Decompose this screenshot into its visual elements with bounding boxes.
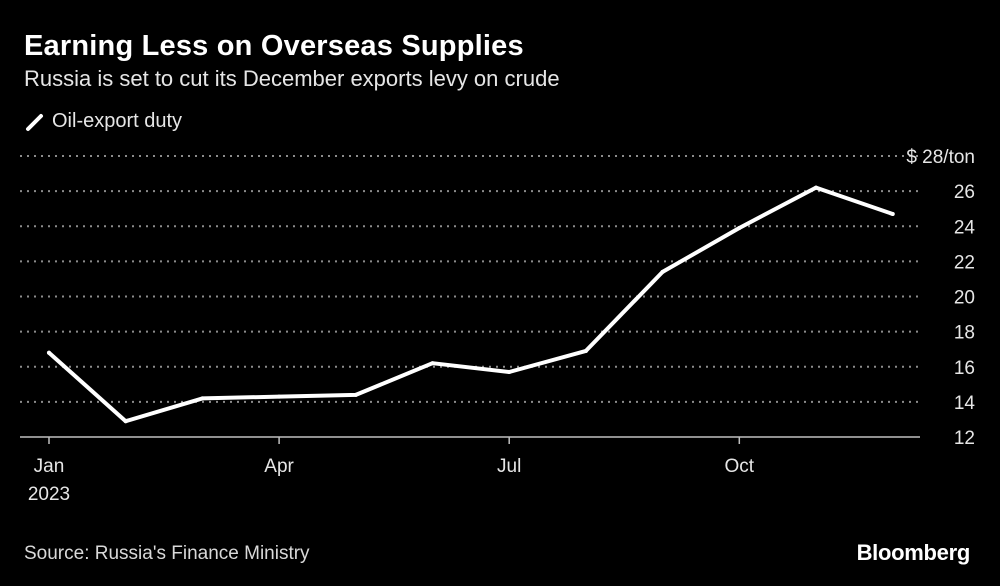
legend-line-icon (26, 113, 43, 131)
legend: Oil-export duty (24, 110, 182, 133)
y-tick-label-22: 22 (954, 252, 975, 273)
y-tick-label-14: 14 (954, 393, 976, 414)
data-point-aug (583, 348, 588, 353)
data-point-may (353, 392, 358, 397)
y-tick-label-18: 18 (954, 323, 975, 344)
y-tick-label-26: 26 (954, 182, 975, 203)
y-tick-label-24: 24 (954, 217, 976, 238)
data-point-jan (47, 350, 51, 355)
data-point-sep (660, 269, 665, 274)
y-tick-label-16: 16 (954, 358, 975, 379)
y-tick-label-12: 12 (954, 428, 975, 449)
x-tick-label-apr: Apr (264, 456, 294, 477)
x-tick-label-jul: Jul (497, 456, 521, 477)
legend-label: Oil-export duty (52, 110, 183, 132)
series-line-oil-export-duty (47, 185, 895, 424)
x-tick-label-oct: Oct (725, 456, 755, 477)
data-point-oct (737, 226, 742, 231)
bloomberg-logo: Bloomberg (856, 540, 971, 565)
chart-title: Earning Less on Overseas Supplies (24, 30, 524, 62)
data-point-mar (200, 396, 205, 401)
data-point-dec (890, 211, 895, 216)
data-point-jun (430, 361, 435, 366)
data-point-jul (507, 370, 512, 375)
x-tick-label-jan: Jan (34, 456, 65, 477)
chart-subtitle: Russia is set to cut its December export… (24, 66, 560, 91)
y-top-label: $ 28/ton (906, 147, 975, 168)
data-point-apr (277, 394, 282, 399)
data-point-nov (814, 185, 818, 190)
source-note: Source: Russia's Finance Ministry (24, 543, 310, 564)
y-tick-label-20: 20 (954, 288, 975, 309)
data-point-feb (123, 419, 128, 424)
x-tick-sublabel-2023: 2023 (28, 484, 70, 505)
